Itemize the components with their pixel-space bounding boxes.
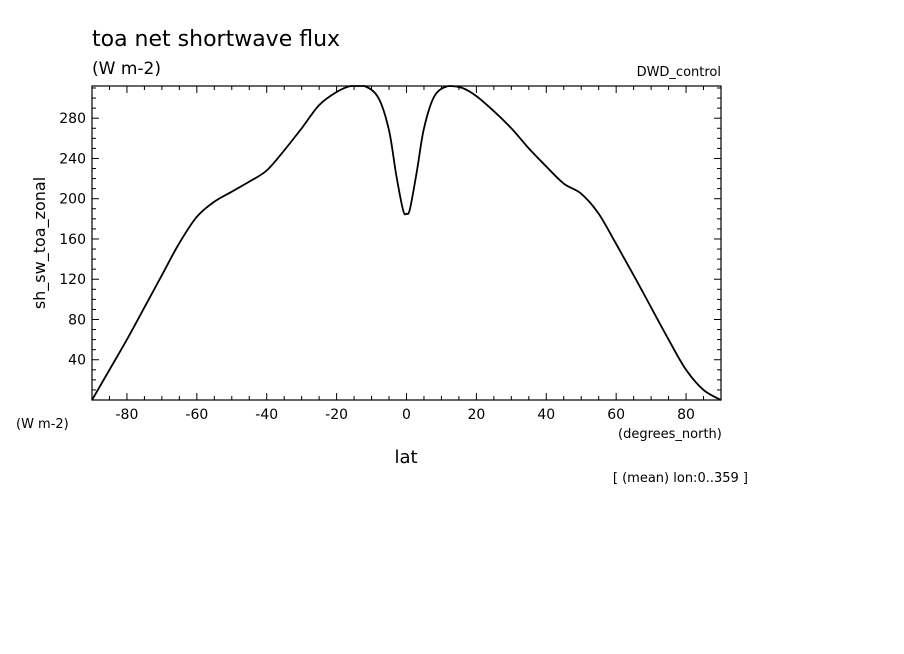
x-axis-label: lat	[394, 447, 417, 468]
x-tick-label: 20	[467, 407, 485, 423]
x-tick-label: 60	[607, 407, 625, 423]
footnote: [ (mean) lon:0..359 ]	[613, 471, 748, 486]
y-axis-units: (W m-2)	[16, 417, 69, 432]
y-tick-label: 240	[59, 151, 86, 167]
y-tick-label: 280	[59, 111, 86, 127]
x-tick-label: 40	[537, 407, 555, 423]
x-tick-label: 0	[402, 407, 411, 423]
y-tick-label: 40	[68, 353, 86, 369]
plot-frame	[91, 85, 722, 401]
y-tick-label: 120	[59, 272, 86, 288]
series-line	[91, 85, 722, 401]
x-tick-label: 80	[677, 407, 695, 423]
x-axis-tick-labels: -80 -60 -40 -20 0 20 40 60 80	[116, 407, 695, 423]
chart-title: toa net shortwave flux	[92, 27, 340, 52]
x-tick-label: -20	[325, 407, 348, 423]
y-axis-tick-labels: 40 80 120 160 200 240 280	[59, 111, 86, 369]
chart-units-label: (W m-2)	[92, 59, 161, 79]
y-axis-label: sh_sw_toa_zonal	[30, 177, 50, 309]
y-tick-label: 200	[59, 192, 86, 208]
x-tick-label: -40	[255, 407, 278, 423]
x-axis-units: (degrees_north)	[618, 427, 722, 442]
y-tick-label: 80	[68, 312, 86, 328]
x-tick-label: -60	[185, 407, 208, 423]
dataset-label: DWD_control	[637, 65, 721, 80]
y-axis-ticks	[92, 87, 721, 391]
x-axis-ticks	[108, 86, 705, 400]
y-tick-label: 160	[59, 232, 86, 248]
x-tick-label: -80	[116, 407, 139, 423]
